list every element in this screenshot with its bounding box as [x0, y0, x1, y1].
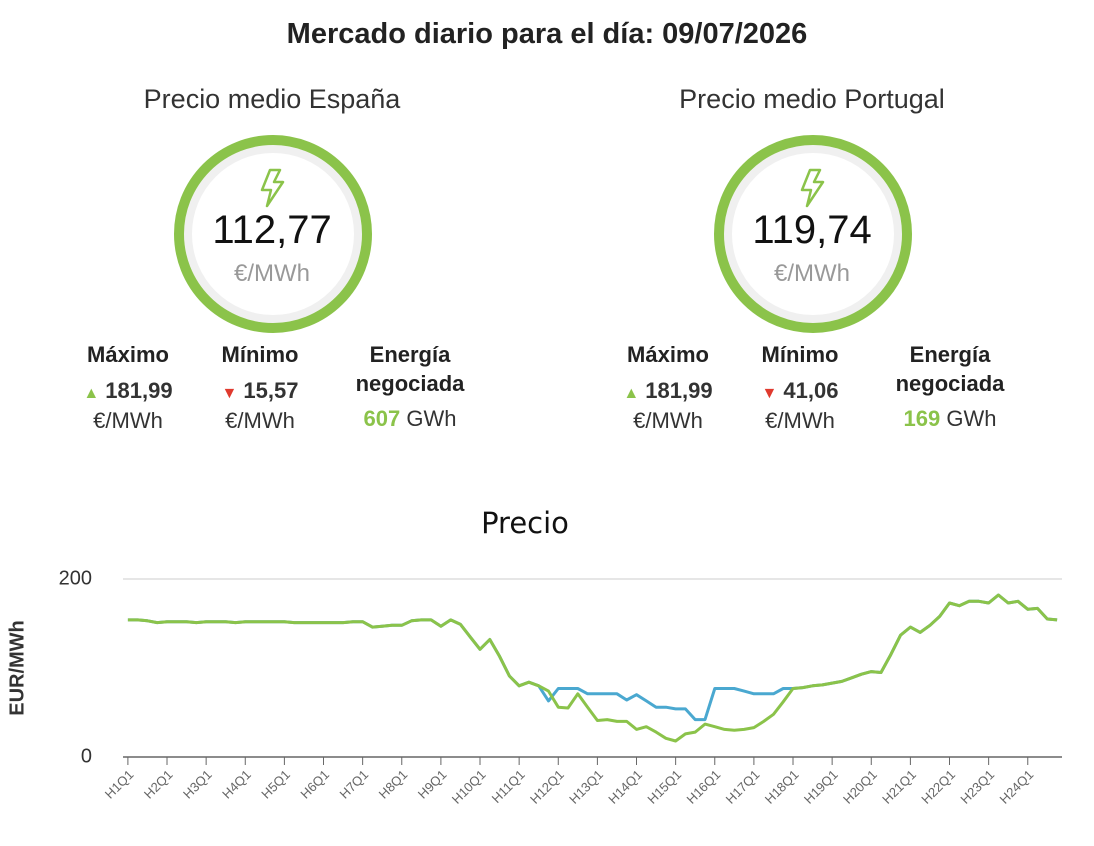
- y-tick-label: 200: [59, 567, 92, 589]
- x-tick-label: H8Q1: [376, 767, 411, 802]
- up-arrow: ▲: [623, 385, 640, 402]
- x-tick-label: H1Q1: [102, 767, 137, 802]
- x-tick-label: H17Q1: [723, 767, 763, 807]
- x-tick-label: H5Q1: [258, 767, 293, 802]
- x-tick-label: H4Q1: [219, 767, 254, 802]
- up-arrow: ▲: [83, 385, 100, 402]
- price-card: Precio medio Portugal 119,74 €/MWh Máxim…: [540, 0, 1084, 460]
- chart-title: Precio: [481, 506, 569, 540]
- price-line: [127, 593, 1058, 722]
- x-tick-label: H7Q1: [337, 767, 372, 802]
- x-tick-label: H6Q1: [297, 767, 332, 802]
- x-tick-label: H20Q1: [840, 767, 880, 807]
- energy-row: 607 GWh: [345, 406, 475, 432]
- max-value: 181,99: [105, 378, 173, 403]
- price-ring: [714, 135, 912, 333]
- x-tick-label: H13Q1: [566, 767, 606, 807]
- down-arrow: ▼: [221, 385, 238, 402]
- energy-row: 169 GWh: [885, 406, 1015, 432]
- max-unit: €/MWh: [633, 408, 703, 433]
- price-card: Precio medio España 112,77 €/MWh Máximo …: [0, 0, 544, 460]
- max-label: Máximo: [627, 342, 709, 367]
- energy-col: Energía negociada 169 GWh: [885, 340, 1015, 432]
- min-row: ▼ 15,57: [190, 378, 330, 404]
- avg-price: 112,77: [212, 208, 332, 252]
- min-col: Mínimo ▼ 41,06 €/MWh: [730, 340, 870, 434]
- energy-unit: GWh: [406, 406, 457, 431]
- bolt-icon: [260, 168, 285, 208]
- page-title: Mercado diario para el día: 09/07/2026: [286, 18, 808, 50]
- down-arrow: ▼: [761, 385, 778, 402]
- max-value: 181,99: [645, 378, 713, 403]
- x-tick-label: H16Q1: [684, 767, 724, 807]
- avg-unit: €/MWh: [233, 260, 310, 287]
- min-col: Mínimo ▼ 15,57 €/MWh: [190, 340, 330, 434]
- min-value: 15,57: [243, 378, 299, 403]
- x-tick-label: H22Q1: [918, 767, 958, 807]
- max-unit: €/MWh: [93, 408, 163, 433]
- energy-label: Energía negociada: [355, 342, 465, 396]
- card-title: Precio medio Portugal: [679, 84, 945, 114]
- min-label: Mínimo: [221, 342, 299, 367]
- x-tick-label: H2Q1: [141, 767, 176, 802]
- x-tick-label: H19Q1: [801, 767, 841, 807]
- min-value: 41,06: [783, 378, 839, 403]
- y-tick-label: 0: [81, 745, 92, 767]
- avg-price: 119,74: [752, 208, 872, 252]
- max-col: Máximo ▲ 181,99 €/MWh: [58, 340, 198, 434]
- energy-value: 607: [363, 406, 401, 431]
- energy-unit: GWh: [946, 406, 997, 431]
- x-tick-label: H11Q1: [489, 767, 528, 806]
- card-title: Precio medio España: [143, 84, 401, 114]
- price-line: [127, 593, 1058, 743]
- min-unit: €/MWh: [765, 408, 835, 433]
- x-tick-label: H10Q1: [449, 767, 489, 807]
- energy-col: Energía negociada 607 GWh: [345, 340, 475, 432]
- price-ring: [174, 135, 372, 333]
- energy-label: Energía negociada: [895, 342, 1005, 396]
- x-tick-label: H3Q1: [180, 767, 215, 802]
- x-tick-label: H14Q1: [605, 767, 645, 807]
- energy-value: 169: [903, 406, 941, 431]
- x-tick-label: H21Q1: [879, 767, 919, 807]
- y-axis-label: EUR/MWh: [6, 620, 28, 716]
- max-col: Máximo ▲ 181,99 €/MWh: [598, 340, 738, 434]
- max-label: Máximo: [87, 342, 169, 367]
- avg-unit: €/MWh: [773, 260, 850, 287]
- min-unit: €/MWh: [225, 408, 295, 433]
- x-tick-label: H15Q1: [644, 767, 684, 807]
- min-label: Mínimo: [761, 342, 839, 367]
- x-tick-label: H24Q1: [997, 767, 1037, 807]
- min-row: ▼ 41,06: [730, 378, 870, 404]
- bolt-icon: [800, 168, 825, 208]
- max-row: ▲ 181,99: [58, 378, 198, 404]
- x-tick-label: H12Q1: [527, 767, 567, 807]
- x-tick-label: H18Q1: [762, 767, 802, 807]
- max-row: ▲ 181,99: [598, 378, 738, 404]
- x-tick-label: H9Q1: [415, 767, 450, 802]
- x-tick-label: H23Q1: [957, 767, 997, 807]
